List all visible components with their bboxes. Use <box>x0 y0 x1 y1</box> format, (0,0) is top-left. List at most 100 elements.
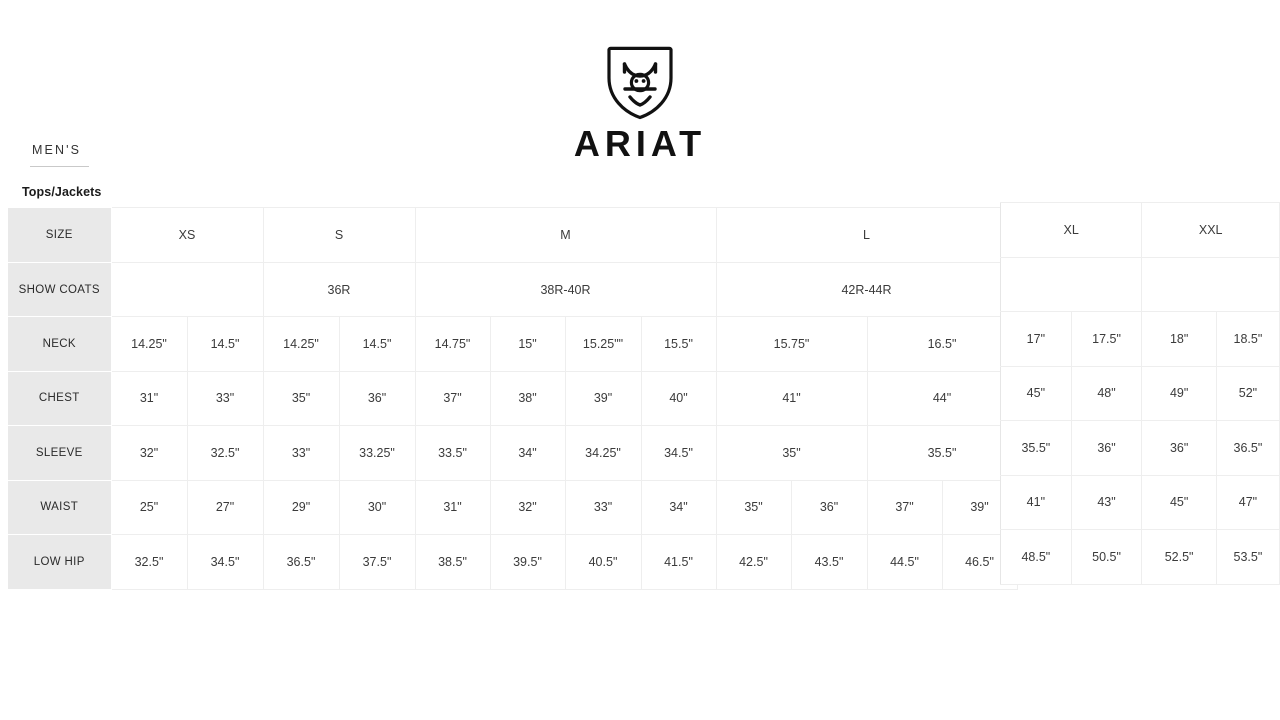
table-row-waist-right: 41" 43" 45" 47" <box>1000 474 1280 530</box>
cell-sleeve-11: 36" <box>1070 420 1143 476</box>
table-row-neck: NECK 14.25" 14.5" 14.25" 14.5" 14.75" 15… <box>8 316 1018 372</box>
cell-chest-12: 49" <box>1141 365 1217 421</box>
size-header-s: S <box>262 207 416 263</box>
cell-sleeve-8: 35" <box>715 425 868 481</box>
cell-chest-2: 35" <box>262 370 340 426</box>
table-row-low-hip: LOW HIP 32.5" 34.5" 36.5" 37.5" 38.5" 39… <box>8 534 1018 590</box>
cell-chest-1: 33" <box>186 370 264 426</box>
cell-low-hip-0: 32.5" <box>110 534 188 590</box>
cell-waist-13: 43" <box>1070 474 1143 530</box>
cell-neck-5: 15" <box>489 316 566 372</box>
cell-low-hip-10: 44.5" <box>866 534 943 590</box>
cell-low-hip-9: 43.5" <box>790 534 868 590</box>
row-label-neck: NECK <box>8 316 112 372</box>
cell-sleeve-5: 34" <box>489 425 566 481</box>
size-header-l: L <box>715 207 1018 263</box>
cell-sleeve-0: 32" <box>110 425 188 481</box>
cell-show-coats-xl <box>999 257 1143 312</box>
cell-waist-8: 35" <box>715 479 792 535</box>
cell-waist-0: 25" <box>110 479 188 535</box>
cell-waist-5: 32" <box>489 479 566 535</box>
cell-waist-6: 33" <box>564 479 642 535</box>
cell-sleeve-6: 34.25" <box>564 425 642 481</box>
cell-chest-11: 48" <box>1070 365 1143 421</box>
cell-waist-9: 36" <box>790 479 868 535</box>
cell-sleeve-9: 35.5" <box>866 425 1018 481</box>
cell-neck-7: 15.5" <box>640 316 717 372</box>
cell-low-hip-4: 38.5" <box>414 534 491 590</box>
tab-mens[interactable]: MEN'S <box>30 143 90 167</box>
table-row-show-coats-right <box>999 257 1280 312</box>
cell-show-coats-m: 38R-40R <box>414 262 717 317</box>
cell-sleeve-3: 33.25" <box>338 425 416 481</box>
cell-show-coats-xs <box>110 262 264 317</box>
cell-show-coats-s: 36R <box>262 262 416 317</box>
section-title-tops-jackets: Tops/Jackets <box>22 185 102 199</box>
cell-waist-1: 27" <box>186 479 264 535</box>
cell-low-hip-14: 52.5" <box>1141 529 1217 585</box>
table-row-waist: WAIST 25" 27" 29" 30" 31" 32" 33" 34" 35… <box>8 479 1018 535</box>
cell-sleeve-7: 34.5" <box>640 425 717 481</box>
cell-neck-13: 18.5" <box>1215 311 1280 367</box>
cell-neck-8: 15.75" <box>715 316 868 372</box>
cell-sleeve-1: 32.5" <box>186 425 264 481</box>
cell-chest-6: 39" <box>564 370 642 426</box>
cell-neck-12: 18" <box>1141 311 1217 367</box>
table-row-neck-right: 17" 17.5" 18" 18.5" <box>1000 311 1280 367</box>
brand-logo[interactable]: ARIAT <box>0 44 1280 162</box>
cell-chest-9: 44" <box>866 370 1018 426</box>
cell-low-hip-13: 50.5" <box>1070 529 1143 585</box>
cell-waist-4: 31" <box>414 479 491 535</box>
size-chart-table-area: SIZE XS S M L SHOW COATS 36R 38R-40R 42R… <box>8 202 1280 590</box>
cell-waist-3: 30" <box>338 479 416 535</box>
cell-low-hip-15: 53.5" <box>1215 529 1280 585</box>
cell-waist-12: 41" <box>1000 474 1072 530</box>
size-header-xxl: XXL <box>1141 202 1280 258</box>
cell-waist-7: 34" <box>640 479 717 535</box>
size-chart-right-panel: XL XXL 17" 17.5" 18" 18.5" 45" 48" 49" <box>999 202 1280 585</box>
cell-sleeve-12: 36" <box>1141 420 1217 476</box>
cell-chest-10: 45" <box>1000 365 1072 421</box>
table-row-sleeve-right: 35.5" 36" 36" 36.5" <box>1000 420 1280 476</box>
cell-sleeve-4: 33.5" <box>414 425 491 481</box>
cell-neck-9: 16.5" <box>866 316 1018 372</box>
ariat-shield-logo-icon <box>607 46 673 120</box>
cell-low-hip-5: 39.5" <box>489 534 566 590</box>
cell-chest-3: 36" <box>338 370 416 426</box>
cell-waist-2: 29" <box>262 479 340 535</box>
cell-low-hip-7: 41.5" <box>640 534 717 590</box>
table-row-sleeve: SLEEVE 32" 32.5" 33" 33.25" 33.5" 34" 34… <box>8 425 1018 481</box>
cell-chest-8: 41" <box>715 370 868 426</box>
cell-chest-13: 52" <box>1215 365 1280 421</box>
cell-low-hip-2: 36.5" <box>262 534 340 590</box>
cell-low-hip-3: 37.5" <box>338 534 416 590</box>
table-row-size-right: XL XXL <box>999 202 1280 258</box>
cell-waist-14: 45" <box>1141 474 1217 530</box>
row-label-show-coats: SHOW COATS <box>8 262 112 317</box>
cell-low-hip-6: 40.5" <box>564 534 642 590</box>
row-label-sleeve: SLEEVE <box>8 425 112 481</box>
table-row-size: SIZE XS S M L <box>8 207 1018 263</box>
row-label-size: SIZE <box>8 207 112 263</box>
size-chart-right-table: XL XXL 17" 17.5" 18" 18.5" 45" 48" 49" <box>999 202 1280 585</box>
cell-chest-0: 31" <box>110 370 188 426</box>
cell-show-coats-l: 42R-44R <box>715 262 1018 317</box>
cell-neck-1: 14.5" <box>186 316 264 372</box>
cell-show-coats-xxl <box>1141 257 1280 312</box>
cell-neck-6: 15.25"" <box>564 316 642 372</box>
size-header-xl: XL <box>999 202 1143 258</box>
cell-neck-0: 14.25" <box>110 316 188 372</box>
cell-neck-4: 14.75" <box>414 316 491 372</box>
size-header-m: M <box>414 207 717 263</box>
row-label-waist: WAIST <box>8 479 112 535</box>
cell-neck-10: 17" <box>1000 311 1072 367</box>
row-label-low-hip: LOW HIP <box>8 534 112 590</box>
table-row-show-coats: SHOW COATS 36R 38R-40R 42R-44R <box>8 262 1018 317</box>
cell-neck-2: 14.25" <box>262 316 340 372</box>
table-row-chest-right: 45" 48" 49" 52" <box>1000 365 1280 421</box>
cell-chest-4: 37" <box>414 370 491 426</box>
cell-low-hip-8: 42.5" <box>715 534 792 590</box>
cell-low-hip-1: 34.5" <box>186 534 264 590</box>
cell-chest-5: 38" <box>489 370 566 426</box>
